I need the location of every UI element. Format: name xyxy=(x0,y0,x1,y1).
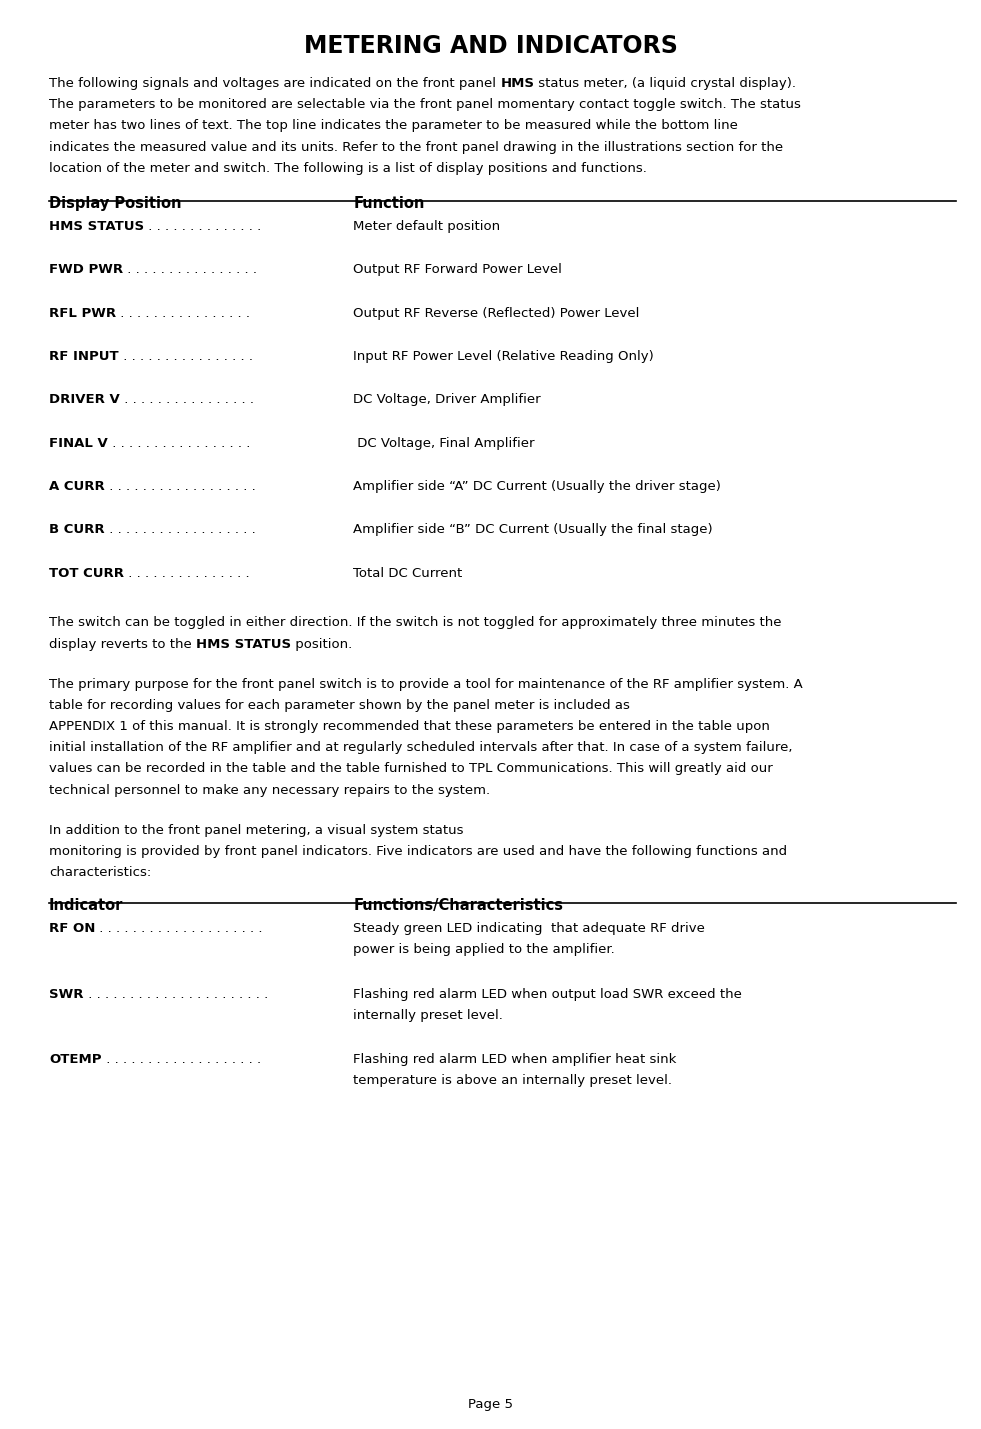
Text: Flashing red alarm LED when output load SWR exceed the: Flashing red alarm LED when output load … xyxy=(353,987,742,1000)
Text: RFL PWR: RFL PWR xyxy=(49,307,116,320)
Text: OTEMP: OTEMP xyxy=(49,1053,102,1066)
Text: RF ON: RF ON xyxy=(49,922,95,935)
Text: TOT CURR: TOT CURR xyxy=(49,567,124,580)
Text: DRIVER V: DRIVER V xyxy=(49,393,120,406)
Text: The parameters to be monitored are selectable via the front panel momentary cont: The parameters to be monitored are selec… xyxy=(49,99,800,111)
Text: Output RF Forward Power Level: Output RF Forward Power Level xyxy=(353,263,562,276)
Text: monitoring is provided by front panel indicators. Five indicators are used and h: monitoring is provided by front panel in… xyxy=(49,845,787,857)
Text: . . . . . . . . . . . . . . . . . .: . . . . . . . . . . . . . . . . . . xyxy=(105,480,255,493)
Text: technical personnel to make any necessary repairs to the system.: technical personnel to make any necessar… xyxy=(49,783,490,796)
Text: FWD PWR: FWD PWR xyxy=(49,263,124,276)
Text: SWR: SWR xyxy=(49,987,83,1000)
Text: The primary purpose for the front panel switch is to provide a tool for maintena: The primary purpose for the front panel … xyxy=(49,677,802,690)
Text: . . . . . . . . . . . . . . . .: . . . . . . . . . . . . . . . . xyxy=(119,350,253,363)
Text: Flashing red alarm LED when amplifier heat sink: Flashing red alarm LED when amplifier he… xyxy=(353,1053,677,1066)
Text: . . . . . . . . . . . . . . . . . . . .: . . . . . . . . . . . . . . . . . . . . xyxy=(95,922,263,935)
Text: The following signals and voltages are indicated on the front panel: The following signals and voltages are i… xyxy=(49,77,500,90)
Text: internally preset level.: internally preset level. xyxy=(353,1009,503,1022)
Text: DC Voltage, Final Amplifier: DC Voltage, Final Amplifier xyxy=(353,437,535,450)
Text: meter has two lines of text. The top line indicates the parameter to be measured: meter has two lines of text. The top lin… xyxy=(49,120,738,133)
Text: table for recording values for each parameter shown by the panel meter is includ: table for recording values for each para… xyxy=(49,699,630,712)
Text: initial installation of the RF amplifier and at regularly scheduled intervals af: initial installation of the RF amplifier… xyxy=(49,742,793,755)
Text: location of the meter and switch. The following is a list of display positions a: location of the meter and switch. The fo… xyxy=(49,161,646,174)
Text: Page 5: Page 5 xyxy=(468,1398,513,1410)
Text: FINAL V: FINAL V xyxy=(49,437,108,450)
Text: values can be recorded in the table and the table furnished to TPL Communication: values can be recorded in the table and … xyxy=(49,763,773,776)
Text: . . . . . . . . . . . . . .: . . . . . . . . . . . . . . xyxy=(144,220,261,233)
Text: indicates the measured value and its units. Refer to the front panel drawing in : indicates the measured value and its uni… xyxy=(49,140,783,153)
Text: status meter, (a liquid crystal display).: status meter, (a liquid crystal display)… xyxy=(535,77,797,90)
Text: . . . . . . . . . . . . . . . . . .: . . . . . . . . . . . . . . . . . . xyxy=(105,523,255,536)
Text: Amplifier side “B” DC Current (Usually the final stage): Amplifier side “B” DC Current (Usually t… xyxy=(353,523,713,536)
Text: Input RF Power Level (Relative Reading Only): Input RF Power Level (Relative Reading O… xyxy=(353,350,654,363)
Text: power is being applied to the amplifier.: power is being applied to the amplifier. xyxy=(353,943,615,956)
Text: Indicator: Indicator xyxy=(49,897,124,913)
Text: display reverts to the: display reverts to the xyxy=(49,637,196,650)
Text: . . . . . . . . . . . . . . . .: . . . . . . . . . . . . . . . . xyxy=(124,263,257,276)
Text: Amplifier side “A” DC Current (Usually the driver stage): Amplifier side “A” DC Current (Usually t… xyxy=(353,480,721,493)
Text: RF INPUT: RF INPUT xyxy=(49,350,119,363)
Text: HMS STATUS: HMS STATUS xyxy=(49,220,144,233)
Text: METERING AND INDICATORS: METERING AND INDICATORS xyxy=(303,34,678,59)
Text: Total DC Current: Total DC Current xyxy=(353,567,462,580)
Text: The switch can be toggled in either direction. If the switch is not toggled for : The switch can be toggled in either dire… xyxy=(49,616,782,629)
Text: Display Position: Display Position xyxy=(49,196,181,210)
Text: . . . . . . . . . . . . . . . . .: . . . . . . . . . . . . . . . . . xyxy=(108,437,250,450)
Text: Meter default position: Meter default position xyxy=(353,220,500,233)
Text: Steady green LED indicating  that adequate RF drive: Steady green LED indicating that adequat… xyxy=(353,922,705,935)
Text: temperature is above an internally preset level.: temperature is above an internally prese… xyxy=(353,1075,672,1087)
Text: . . . . . . . . . . . . . . . .: . . . . . . . . . . . . . . . . xyxy=(116,307,250,320)
Text: APPENDIX 1 of this manual. It is strongly recommended that these parameters be e: APPENDIX 1 of this manual. It is strongl… xyxy=(49,720,770,733)
Text: position.: position. xyxy=(291,637,352,650)
Text: characteristics:: characteristics: xyxy=(49,866,151,879)
Text: . . . . . . . . . . . . . . .: . . . . . . . . . . . . . . . xyxy=(124,567,250,580)
Text: Functions/Characteristics: Functions/Characteristics xyxy=(353,897,563,913)
Text: . . . . . . . . . . . . . . . .: . . . . . . . . . . . . . . . . xyxy=(120,393,254,406)
Text: . . . . . . . . . . . . . . . . . . . . . .: . . . . . . . . . . . . . . . . . . . . … xyxy=(83,987,268,1000)
Text: B CURR: B CURR xyxy=(49,523,105,536)
Text: DC Voltage, Driver Amplifier: DC Voltage, Driver Amplifier xyxy=(353,393,541,406)
Text: Function: Function xyxy=(353,196,425,210)
Text: HMS STATUS: HMS STATUS xyxy=(196,637,291,650)
Text: . . . . . . . . . . . . . . . . . . .: . . . . . . . . . . . . . . . . . . . xyxy=(102,1053,261,1066)
Text: HMS: HMS xyxy=(500,77,535,90)
Text: Output RF Reverse (Reflected) Power Level: Output RF Reverse (Reflected) Power Leve… xyxy=(353,307,640,320)
Text: In addition to the front panel metering, a visual system status: In addition to the front panel metering,… xyxy=(49,823,464,837)
Text: A CURR: A CURR xyxy=(49,480,105,493)
